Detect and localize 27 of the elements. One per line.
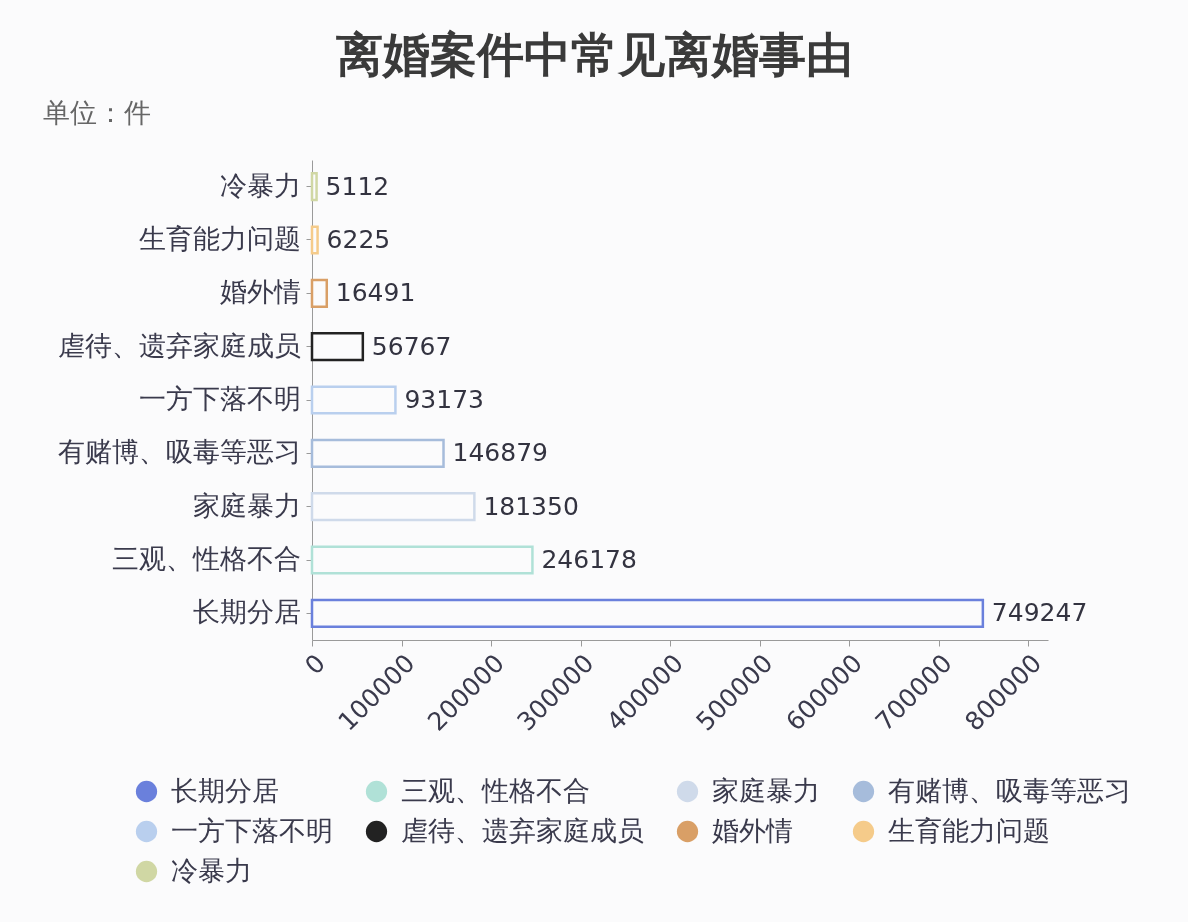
data-label: 5112 — [325, 171, 390, 201]
legend-label: 婚外情 — [712, 814, 793, 846]
data-label: 93173 — [404, 385, 484, 414]
legend-label: 三观、性格不合 — [401, 774, 590, 806]
data-label: 246178 — [541, 545, 637, 574]
y-tick-label: 家庭暴力 — [192, 489, 301, 521]
data-label: 6225 — [326, 225, 391, 254]
legend-label: 生育能力问题 — [888, 814, 1050, 846]
y-tick-label: 虐待、遗弃家庭成员 — [57, 329, 301, 361]
y-tick-label: 三观、性格不合 — [111, 543, 301, 574]
y-tick-label: 一方下落不明 — [138, 383, 301, 414]
data-label: 749247 — [991, 598, 1088, 628]
y-tick-label: 婚外情 — [219, 276, 301, 308]
legend-label: 有赌博、吸毒等恶习 — [888, 774, 1131, 806]
chart-title: 离婚案件中常见离婚事由 — [334, 27, 854, 82]
data-label: 146879 — [452, 438, 548, 468]
x-tick-label: 0 — [299, 648, 331, 681]
legend-label: 家庭暴力 — [712, 774, 820, 806]
y-tick-label: 生育能力问题 — [138, 223, 301, 254]
y-tick-label: 有赌博、吸毒等恶习 — [57, 436, 301, 468]
chart-subtitle: 单位：件 — [43, 97, 151, 128]
data-label: 181350 — [483, 491, 579, 521]
data-label: 56767 — [371, 331, 452, 361]
y-tick-label: 冷暴力 — [219, 169, 301, 201]
legend-label: 虐待、遗弃家庭成员 — [401, 814, 644, 846]
data-label: 16491 — [335, 278, 416, 308]
y-tick-label: 长期分居 — [192, 596, 301, 628]
